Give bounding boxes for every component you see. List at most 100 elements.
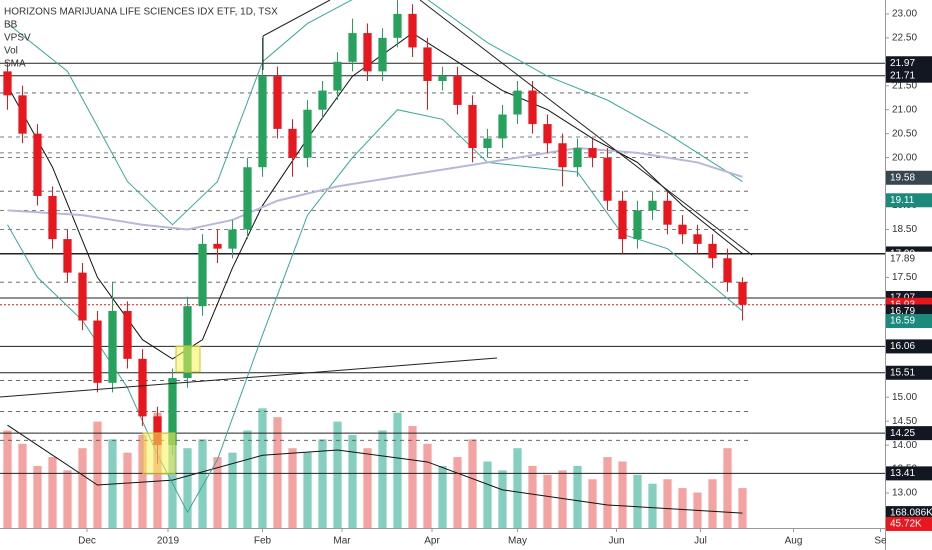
volume-bar xyxy=(378,430,387,528)
volume-bar xyxy=(423,443,432,528)
x-tick-label: 2019 xyxy=(157,536,180,547)
price-badge-label: 21.71 xyxy=(890,70,915,81)
volume-bar xyxy=(453,457,462,528)
candle-body xyxy=(513,90,522,115)
price-badge-label: 45.72K xyxy=(890,519,922,530)
volume-bar xyxy=(333,421,342,528)
price-badge-label: 16.06 xyxy=(890,341,915,352)
price-badge xyxy=(886,506,932,521)
price-badge xyxy=(886,516,932,531)
candle-body xyxy=(723,258,732,283)
price-badge xyxy=(886,68,932,83)
candle-body xyxy=(18,95,27,134)
candle-body xyxy=(153,416,162,446)
volume-bar xyxy=(123,452,132,528)
volume-bar xyxy=(528,465,537,528)
price-badge-label: 15.51 xyxy=(890,367,915,378)
y-tick-label: 20.00 xyxy=(892,152,917,163)
volume-bar xyxy=(408,426,417,528)
volume-bar xyxy=(183,448,192,528)
indicator-line xyxy=(7,109,743,514)
candle-body xyxy=(348,33,357,62)
candle-body xyxy=(648,200,657,211)
price-badge-label: 168.086K xyxy=(890,508,932,519)
price-badge xyxy=(886,56,932,71)
volume-bar xyxy=(723,448,732,528)
indicator-line xyxy=(7,32,743,360)
candle-body xyxy=(123,310,132,359)
price-badge xyxy=(886,193,932,208)
price-badge-label: 21.97 xyxy=(890,58,915,69)
volume-bar xyxy=(93,421,102,528)
legend-item: VPSV xyxy=(4,33,31,44)
candle-body xyxy=(528,90,537,125)
candle-body xyxy=(228,229,237,249)
price-badge-label: 19.11 xyxy=(890,195,915,206)
candle-body xyxy=(468,104,477,149)
trend-line xyxy=(419,0,753,256)
candle-body xyxy=(333,61,342,91)
y-tick-label: 15.00 xyxy=(892,392,917,403)
price-badge-label: 14.25 xyxy=(890,428,915,439)
price-badge xyxy=(886,314,932,329)
candle-body xyxy=(93,320,102,383)
candle-body xyxy=(543,124,552,144)
volume-bar xyxy=(213,457,222,528)
candle-body xyxy=(588,148,597,158)
volume-bar xyxy=(603,457,612,528)
candle-body xyxy=(693,234,702,244)
volume-bar xyxy=(648,483,657,528)
volume-bar xyxy=(708,479,717,528)
highlight-box xyxy=(175,345,201,373)
candle-body xyxy=(498,114,507,139)
y-tick-label: 18.50 xyxy=(892,224,917,235)
price-badge-label: 17.89 xyxy=(890,253,915,264)
candle-body xyxy=(438,76,447,81)
volume-bar xyxy=(303,452,312,528)
volume-bar xyxy=(48,457,57,528)
legend-item: BB xyxy=(4,20,18,31)
candle-body xyxy=(453,76,462,105)
candle-body xyxy=(738,282,747,305)
candle-body xyxy=(213,243,222,249)
y-tick-label: 20.50 xyxy=(892,128,917,139)
trend-line xyxy=(262,0,331,37)
x-tick-label: Dec xyxy=(78,536,96,547)
indicator-line xyxy=(7,147,743,231)
volume-bar xyxy=(663,479,672,528)
trend-line xyxy=(0,357,498,398)
volume-bar xyxy=(633,474,642,528)
volume-bar xyxy=(738,488,747,528)
candle-body xyxy=(393,13,402,38)
volume-bar xyxy=(63,470,72,528)
candle-body xyxy=(633,210,642,240)
candle-body xyxy=(378,37,387,72)
candle-body xyxy=(663,200,672,225)
candle-body xyxy=(573,148,582,168)
candle-body xyxy=(303,109,312,158)
volume-bar xyxy=(468,439,477,528)
candle-body xyxy=(183,306,192,379)
candle-body xyxy=(318,90,327,110)
legend-item: Vol xyxy=(4,46,18,57)
volume-bar xyxy=(513,448,522,528)
y-tick-label: 22.50 xyxy=(892,32,917,43)
x-tick-label: May xyxy=(508,536,527,547)
candle-body xyxy=(168,378,177,446)
candle-body xyxy=(288,128,297,158)
x-tick-label: Aug xyxy=(785,536,803,547)
price-badge-label: 19.58 xyxy=(890,172,915,183)
x-tick-label: Feb xyxy=(254,536,272,547)
candle-body xyxy=(243,167,252,230)
volume-bar xyxy=(318,439,327,528)
x-tick-label: Mar xyxy=(333,536,351,547)
candle-body xyxy=(48,195,57,240)
chart-title: HORIZONS MARIJUANA LIFE SCIENCES IDX ETF… xyxy=(4,7,278,18)
volume-bar xyxy=(348,434,357,528)
price-badge xyxy=(886,339,932,354)
price-badge xyxy=(886,426,932,441)
price-badge-label: 16.79 xyxy=(890,306,915,317)
volume-bar xyxy=(228,452,237,528)
x-tick-label: Jun xyxy=(608,536,624,547)
